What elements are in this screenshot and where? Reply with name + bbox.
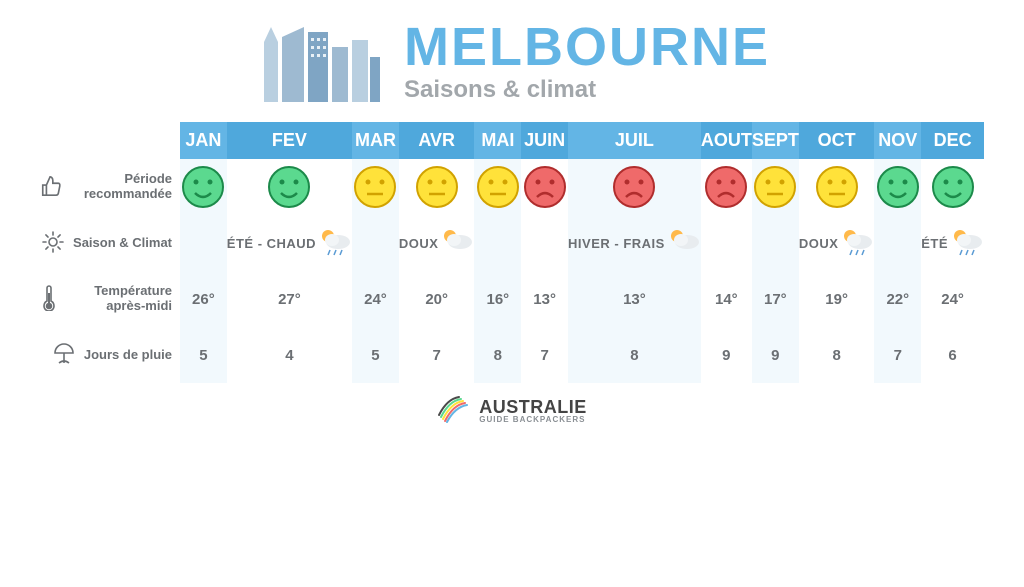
rain-cell: 8 — [474, 327, 521, 383]
rain-cell: 9 — [752, 327, 799, 383]
temperature-cell: 14° — [701, 271, 752, 327]
month-header: JUIL — [568, 122, 701, 159]
weather-icon — [948, 226, 984, 260]
temperature-cell: 19° — [799, 271, 875, 327]
umbrella-icon — [52, 342, 76, 369]
climate-table: JANFEVMARAVRMAIJUINJUILAOUTSEPTOCTNOVDEC… — [40, 122, 984, 383]
row-label-text: Jours de pluie — [84, 348, 172, 363]
climate-label: ÉTÉ - CHAUD — [227, 236, 316, 251]
month-header: SEPT — [752, 122, 799, 159]
row-label-recommended: Période recommandée — [40, 159, 180, 215]
temperature-cell: 20° — [399, 271, 475, 327]
rain-cell: 4 — [227, 327, 352, 383]
footer: AUSTRALIE GUIDE BACKPACKERS — [40, 393, 984, 428]
rain-cell: 9 — [701, 327, 752, 383]
climate-cell — [874, 215, 921, 271]
smiley-cell — [921, 159, 984, 215]
row-label-climate: Saison & Climat — [40, 215, 180, 271]
rain-cell: 5 — [180, 327, 227, 383]
climate-cell: ÉTÉ - CHAUD — [227, 215, 352, 271]
climate-cell — [180, 215, 227, 271]
month-header: MAI — [474, 122, 521, 159]
row-label-text: Saison & Climat — [73, 236, 172, 251]
climate-cell — [352, 215, 399, 271]
climate-cell: DOUX — [799, 215, 875, 271]
smiley-cell — [701, 159, 752, 215]
temperature-cell: 16° — [474, 271, 521, 327]
climate-label: DOUX — [399, 236, 439, 251]
row-label-text: Température après-midi — [66, 284, 172, 314]
climate-label: ÉTÉ — [921, 236, 948, 251]
row-label-rain: Jours de pluie — [40, 327, 180, 383]
temperature-cell: 24° — [352, 271, 399, 327]
rain-cell: 8 — [799, 327, 875, 383]
climate-cell — [701, 215, 752, 271]
month-header: NOV — [874, 122, 921, 159]
climate-label: DOUX — [799, 236, 839, 251]
climate-cell — [474, 215, 521, 271]
climate-cell: ÉTÉ — [921, 215, 984, 271]
thermometer-icon — [40, 285, 58, 314]
weather-icon — [438, 226, 474, 260]
rain-cell: 7 — [521, 327, 568, 383]
smiley-cell — [352, 159, 399, 215]
temperature-cell: 22° — [874, 271, 921, 327]
climate-cell: DOUX — [399, 215, 475, 271]
month-header: AVR — [399, 122, 475, 159]
weather-icon — [316, 226, 352, 260]
smiley-cell — [399, 159, 475, 215]
smiley-cell — [180, 159, 227, 215]
rain-cell: 8 — [568, 327, 701, 383]
rain-cell: 7 — [399, 327, 475, 383]
climate-label: HIVER - FRAIS — [568, 236, 665, 251]
month-header: MAR — [352, 122, 399, 159]
temperature-cell: 13° — [568, 271, 701, 327]
smiley-cell — [752, 159, 799, 215]
footer-brand: AUSTRALIE — [479, 398, 587, 416]
temperature-cell: 24° — [921, 271, 984, 327]
page-subtitle: Saisons & climat — [404, 76, 770, 104]
sun-icon — [41, 230, 65, 257]
table-corner — [40, 122, 180, 159]
month-header: AOUT — [701, 122, 752, 159]
month-header: DEC — [921, 122, 984, 159]
climate-cell: HIVER - FRAIS — [568, 215, 701, 271]
rain-cell: 5 — [352, 327, 399, 383]
climate-cell — [752, 215, 799, 271]
climate-cell — [521, 215, 568, 271]
weather-icon — [838, 226, 874, 260]
header-block: MELBOURNE Saisons & climat — [40, 20, 984, 104]
month-header: FEV — [227, 122, 352, 159]
row-label-temperature: Température après-midi — [40, 271, 180, 327]
temperature-cell: 17° — [752, 271, 799, 327]
temperature-cell: 13° — [521, 271, 568, 327]
smiley-cell — [227, 159, 352, 215]
rain-cell: 7 — [874, 327, 921, 383]
weather-icon — [665, 226, 701, 260]
page-title: MELBOURNE — [404, 20, 770, 74]
row-label-text: Période recommandée — [70, 172, 172, 202]
smiley-cell — [799, 159, 875, 215]
australia-logo-icon — [437, 393, 471, 428]
rain-cell: 6 — [921, 327, 984, 383]
smiley-cell — [521, 159, 568, 215]
temperature-cell: 26° — [180, 271, 227, 327]
smiley-cell — [474, 159, 521, 215]
month-header: OCT — [799, 122, 875, 159]
month-header: JAN — [180, 122, 227, 159]
smiley-cell — [874, 159, 921, 215]
skyline-icon — [254, 22, 384, 102]
footer-sub: GUIDE BACKPACKERS — [479, 416, 587, 424]
month-header: JUIN — [521, 122, 568, 159]
temperature-cell: 27° — [227, 271, 352, 327]
thumbs-up-icon — [40, 175, 62, 200]
smiley-cell — [568, 159, 701, 215]
